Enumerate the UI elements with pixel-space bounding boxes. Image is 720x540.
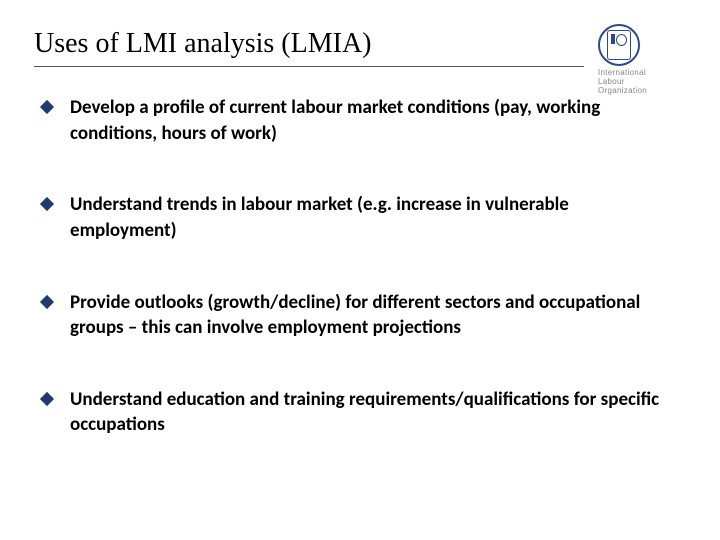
bullet-text: Provide outlooks (growth/decline) for di… bbox=[70, 290, 676, 341]
list-item: Provide outlooks (growth/decline) for di… bbox=[42, 290, 676, 341]
ilo-logo-text: International Labour Organization bbox=[598, 69, 686, 95]
header: Uses of LMI analysis (LMIA) Internationa… bbox=[34, 28, 686, 67]
list-item: Understand trends in labour market (e.g.… bbox=[42, 192, 676, 243]
bullet-text: Understand trends in labour market (e.g.… bbox=[70, 192, 676, 243]
bullet-text: Develop a profile of current labour mark… bbox=[70, 95, 676, 146]
diamond-bullet-icon bbox=[40, 197, 54, 211]
slide: Uses of LMI analysis (LMIA) Internationa… bbox=[0, 0, 720, 540]
bullet-text: Understand education and training requir… bbox=[70, 387, 676, 438]
diamond-bullet-icon bbox=[40, 100, 54, 114]
diamond-bullet-icon bbox=[40, 294, 54, 308]
ilo-logo: International Labour Organization bbox=[598, 24, 686, 95]
logo-line3: Organization bbox=[598, 87, 686, 96]
bullet-list: Develop a profile of current labour mark… bbox=[34, 95, 686, 438]
ilo-logo-icon bbox=[598, 24, 640, 66]
diamond-bullet-icon bbox=[40, 392, 54, 406]
list-item: Develop a profile of current labour mark… bbox=[42, 95, 676, 146]
slide-title: Uses of LMI analysis (LMIA) bbox=[34, 28, 584, 67]
list-item: Understand education and training requir… bbox=[42, 387, 676, 438]
